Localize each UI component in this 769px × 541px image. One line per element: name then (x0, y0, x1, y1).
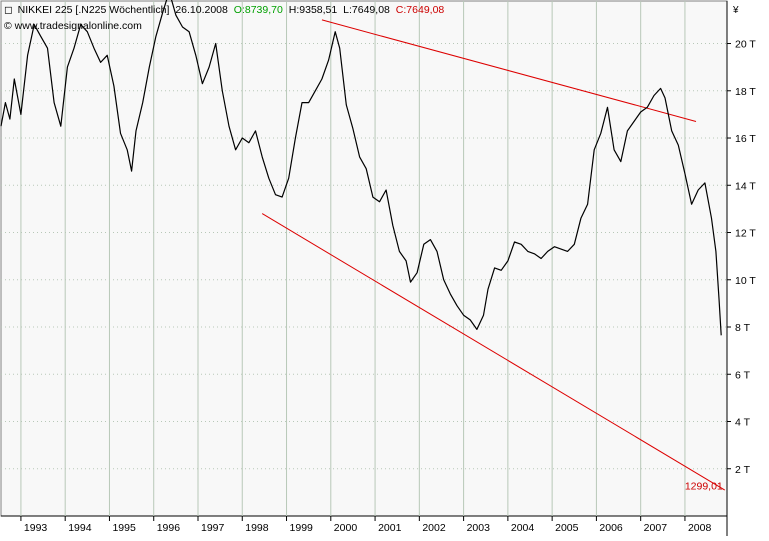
price-series (0, 0, 722, 336)
x-tick-label: 2002 (422, 522, 446, 534)
x-tick-label: 1994 (68, 522, 92, 534)
x-tick-label: 2008 (688, 522, 712, 534)
x-tick-label: 2001 (378, 522, 402, 534)
y-tick-labels: 2 T 4 T 6 T 8 T 10 T 12 T 14 T 16 T 18 T 20 T (727, 39, 756, 476)
y-tick-label: 6 T (735, 369, 751, 381)
x-tick-label: 1993 (24, 522, 48, 534)
x-tick-label: 2000 (334, 522, 358, 534)
y-tick-label: 2 T (735, 464, 751, 476)
y-tick-label: 10 T (735, 275, 756, 287)
x-tick-label: 1999 (290, 522, 314, 534)
trendline (261, 213, 726, 491)
y-tick-label: 8 T (735, 322, 751, 334)
x-tick-label: 2007 (644, 522, 668, 534)
annotations: 1299,01 (685, 480, 723, 492)
close-label: C:7649,08 (396, 4, 445, 16)
y-tick-label: 12 T (735, 228, 756, 240)
date-label: 26.10.2008 (175, 4, 228, 16)
plot-background (0, 0, 728, 517)
annotation-label: 1299,01 (685, 480, 723, 492)
x-tick-label: 2004 (511, 522, 535, 534)
high-label: H:9358,51 (289, 4, 338, 16)
currency-symbol: ¥ (732, 5, 739, 16)
open-label: O:8739,70 (234, 4, 283, 16)
x-tick-label: 2003 (467, 522, 491, 534)
chart-header: ◻ NIKKEI 225 [.N225 Wöchentlich] 26.10.2… (4, 4, 444, 16)
header-box-icon: ◻ (4, 4, 13, 16)
x-tick-label: 2005 (555, 522, 579, 534)
y-tick-label: 4 T (735, 417, 751, 429)
x-tick-label: 1996 (157, 522, 181, 534)
x-gridlines (20, 1, 686, 516)
trendlines (261, 19, 726, 491)
x-tick-label: 2006 (599, 522, 623, 534)
low-label: L:7649,08 (343, 4, 390, 16)
x-tick-label: 1998 (245, 522, 269, 534)
copyright-label: © www.tradesignalonline.com (4, 20, 142, 32)
y-tick-label: 20 T (735, 39, 756, 51)
trendline (321, 19, 697, 122)
y-tick-label: 14 T (735, 180, 756, 192)
y-tick-label: 16 T (735, 133, 756, 145)
price-series-line (0, 0, 722, 336)
y-tick-label: 18 T (735, 86, 756, 98)
x-tick-label: 1995 (112, 522, 136, 534)
instrument-label: NIKKEI 225 [.N225 Wöchentlich] (18, 4, 170, 16)
x-tick-label: 1997 (201, 522, 225, 534)
x-tick-labels: 1993 1994 1995 1996 1997 1998 1999 2000 2001 2002… (20, 516, 712, 534)
